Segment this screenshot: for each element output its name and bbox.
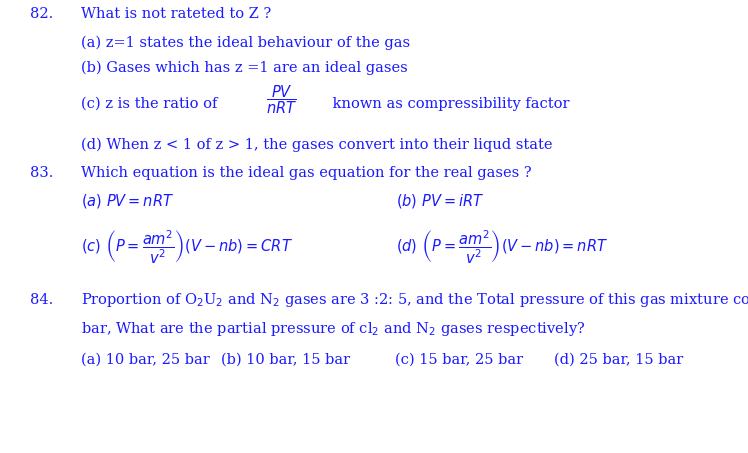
Text: (d) 25 bar, 15 bar: (d) 25 bar, 15 bar xyxy=(554,352,683,366)
Text: known as compressibility factor: known as compressibility factor xyxy=(328,97,569,111)
Text: (b) 10 bar, 15 bar: (b) 10 bar, 15 bar xyxy=(221,352,350,366)
Text: (c) z is the ratio of: (c) z is the ratio of xyxy=(81,97,217,111)
Text: (a) 10 bar, 25 bar: (a) 10 bar, 25 bar xyxy=(81,352,209,366)
Text: (c) 15 bar, 25 bar: (c) 15 bar, 25 bar xyxy=(395,352,523,366)
Text: 83.: 83. xyxy=(30,166,53,180)
Text: $\dfrac{PV}{nRT}$: $\dfrac{PV}{nRT}$ xyxy=(266,83,298,116)
Text: 84.: 84. xyxy=(30,293,53,307)
Text: (a) z=1 states the ideal behaviour of the gas: (a) z=1 states the ideal behaviour of th… xyxy=(81,35,410,50)
Text: $(b)\ PV = iRT$: $(b)\ PV = iRT$ xyxy=(396,192,485,210)
Text: 82.: 82. xyxy=(30,7,53,21)
Text: Proportion of O$_2$U$_2$ and N$_2$ gases are 3 :2: 5, and the Total pressure of : Proportion of O$_2$U$_2$ and N$_2$ gases… xyxy=(81,290,748,308)
Text: (d) When z < 1 of z > 1, the gases convert into their liqud state: (d) When z < 1 of z > 1, the gases conve… xyxy=(81,137,552,152)
Text: bar, What are the partial pressure of cl$_2$ and N$_2$ gases respectively?: bar, What are the partial pressure of cl… xyxy=(81,320,585,338)
Text: What is not rateted to Z ?: What is not rateted to Z ? xyxy=(81,7,271,21)
Text: $(c)\ \left(P = \dfrac{am^2}{v^2}\right)(V - nb) = CRT$: $(c)\ \left(P = \dfrac{am^2}{v^2}\right)… xyxy=(81,228,292,266)
Text: (b) Gases which has z =1 are an ideal gases: (b) Gases which has z =1 are an ideal ga… xyxy=(81,61,408,76)
Text: $(d)\ \left(P = \dfrac{am^2}{v^2}\right)(V - nb) = nRT$: $(d)\ \left(P = \dfrac{am^2}{v^2}\right)… xyxy=(396,228,609,266)
Text: $(a)\ PV = nRT$: $(a)\ PV = nRT$ xyxy=(81,192,174,210)
Text: Which equation is the ideal gas equation for the real gases ?: Which equation is the ideal gas equation… xyxy=(81,166,531,180)
